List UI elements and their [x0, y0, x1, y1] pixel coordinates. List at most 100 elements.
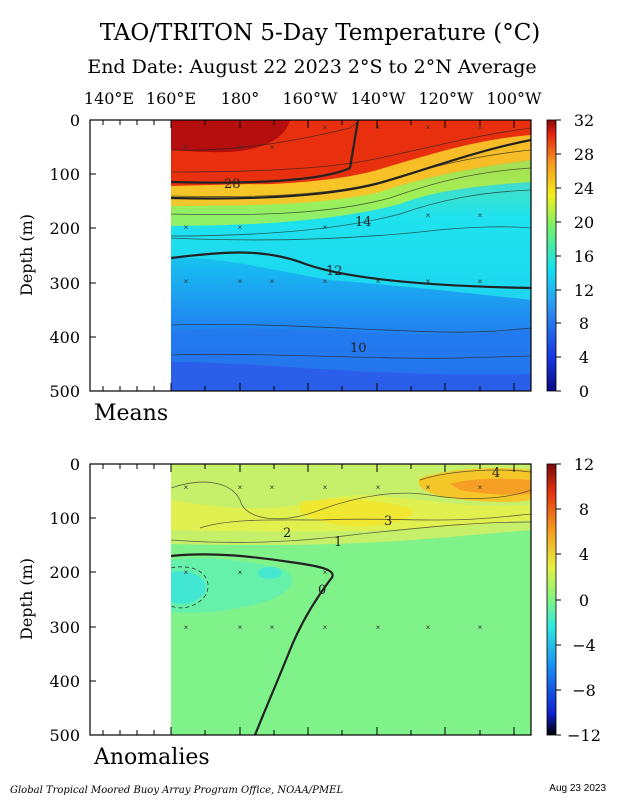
- sample-marker: ×: [478, 123, 483, 132]
- anomalies-y-ticks: [90, 463, 96, 736]
- y-tick-label: 200: [49, 563, 80, 582]
- sample-marker: ×: [426, 123, 431, 132]
- contour-line: [171, 127, 531, 173]
- sample-marker: ×: [238, 277, 243, 286]
- sample-marker: ×: [184, 143, 189, 152]
- means-y-axis-label: Depth (m): [17, 214, 36, 296]
- y-tick-label: 0: [70, 111, 80, 130]
- contour-label: 0: [318, 583, 326, 598]
- x-tick-label: 160°W: [283, 89, 339, 108]
- x-tick-label: 140°W: [351, 89, 407, 108]
- y-tick-label: 400: [49, 328, 80, 347]
- colorbar-tick-label: 20: [574, 213, 594, 232]
- colorbar-tick-label: 16: [574, 247, 594, 266]
- sample-marker: ×: [184, 483, 189, 492]
- anomaly-negative-dashed: [171, 566, 209, 609]
- means-contour-lines: [171, 120, 531, 359]
- anomaly-strongest-warm: [450, 478, 531, 495]
- colorbar-tick-label: 8: [579, 500, 589, 519]
- sample-marker: ×: [478, 277, 483, 286]
- figure-title: TAO/TRITON 5-Day Temperature (°C): [100, 20, 541, 46]
- sample-marker: ×: [426, 211, 431, 220]
- contour-label: 1: [334, 535, 342, 550]
- sample-marker: ×: [238, 568, 243, 577]
- sample-marker: ×: [270, 483, 275, 492]
- means-contour-labels: 28 14 12 10: [224, 177, 372, 356]
- anomalies-colorbar-labels: 12 8 4 0 −4 −8 −12: [567, 455, 601, 745]
- sample-marker: ×: [478, 211, 483, 220]
- sample-marker: ×: [270, 277, 275, 286]
- y-tick-label: 300: [49, 618, 80, 637]
- means-thermocline-band: [171, 135, 531, 206]
- contour-line: [171, 353, 531, 359]
- footer-credit: Global Tropical Moored Buoy Array Progra…: [10, 785, 343, 796]
- contour-line: [171, 226, 531, 241]
- anomalies-panel: × × × × × × × × × × × × × × × × × 4 3: [17, 455, 601, 770]
- contour-label: 4: [492, 466, 500, 481]
- sample-marker: ×: [238, 143, 243, 152]
- x-tick-label: 120°W: [419, 89, 475, 108]
- sample-marker: ×: [184, 623, 189, 632]
- anomalies-sample-markers: × × × × × × × × × × × × × × × × ×: [184, 483, 483, 632]
- anomalies-colorbar-ticks: [556, 463, 561, 736]
- sample-marker: ×: [184, 277, 189, 286]
- y-tick-label: 0: [70, 455, 80, 474]
- longitude-tick-labels: 140°E 160°E 180° 160°W 140°W 120°W 100°W: [84, 89, 542, 108]
- means-cool-water: [171, 182, 531, 300]
- y-tick-label: 200: [49, 219, 80, 238]
- anomalies-frame: [89, 463, 532, 736]
- sample-marker: ×: [426, 277, 431, 286]
- contour-label: 2: [283, 526, 291, 541]
- contour-line: [171, 521, 531, 543]
- colorbar-tick-label: −4: [572, 636, 596, 655]
- sample-marker: ×: [323, 568, 328, 577]
- y-tick-label: 500: [49, 726, 80, 745]
- sample-marker: ×: [323, 123, 328, 132]
- sample-marker: ×: [376, 277, 381, 286]
- anomalies-field: × × × × × × × × × × × × × × × × × 4 3: [171, 464, 531, 735]
- sample-marker: ×: [270, 143, 275, 152]
- y-tick-label: 300: [49, 274, 80, 293]
- contour-label: 28: [224, 177, 241, 192]
- contour-label: 10: [350, 341, 367, 356]
- contour-label: 12: [326, 264, 343, 279]
- sample-marker: ×: [426, 623, 431, 632]
- contour-28: [171, 120, 360, 184]
- contour-label: 3: [384, 514, 392, 529]
- anomalies-contour-labels: 4 3 2 1 0: [283, 466, 500, 598]
- x-tick-label: 160°E: [146, 89, 196, 108]
- contour-12: [171, 251, 531, 290]
- anomaly-cool-spot: [258, 567, 282, 579]
- colorbar-tick-label: 4: [579, 545, 589, 564]
- sample-marker: ×: [376, 123, 381, 132]
- means-field: × × × × × × × × × × × × × × × × × × ×: [171, 120, 531, 391]
- sample-marker: ×: [238, 623, 243, 632]
- colorbar-tick-label: 0: [579, 591, 589, 610]
- sample-marker: ×: [478, 483, 483, 492]
- means-colorbar: [546, 119, 557, 392]
- colorbar-tick-label: 12: [574, 455, 594, 474]
- sample-marker: ×: [323, 277, 328, 286]
- means-panel-label: Means: [94, 401, 168, 426]
- contour-line: [171, 481, 531, 520]
- contour-line: [171, 189, 531, 237]
- sample-marker: ×: [238, 223, 243, 232]
- means-x-ticks: [102, 120, 515, 391]
- sample-marker: ×: [376, 623, 381, 632]
- colorbar-tick-label: 8: [579, 314, 589, 333]
- contour-line: [171, 120, 361, 151]
- colorbar-tick-label: 24: [574, 179, 594, 198]
- contour-line: [419, 469, 531, 481]
- anomalies-y-axis-label: Depth (m): [17, 558, 36, 640]
- colorbar-tick-label: −12: [567, 726, 601, 745]
- sample-marker: ×: [184, 223, 189, 232]
- means-thermocline-band: [171, 160, 531, 226]
- contour-line: [171, 323, 531, 333]
- means-colorbar-labels: 32 28 24 20 16 12 8 4 0: [574, 111, 594, 401]
- y-tick-label: 500: [49, 382, 80, 401]
- means-colorbar-ticks: [556, 119, 561, 392]
- y-tick-label: 100: [49, 509, 80, 528]
- sample-marker: ×: [238, 483, 243, 492]
- figure-subtitle: End Date: August 22 2023 2°S to 2°N Aver…: [87, 56, 536, 78]
